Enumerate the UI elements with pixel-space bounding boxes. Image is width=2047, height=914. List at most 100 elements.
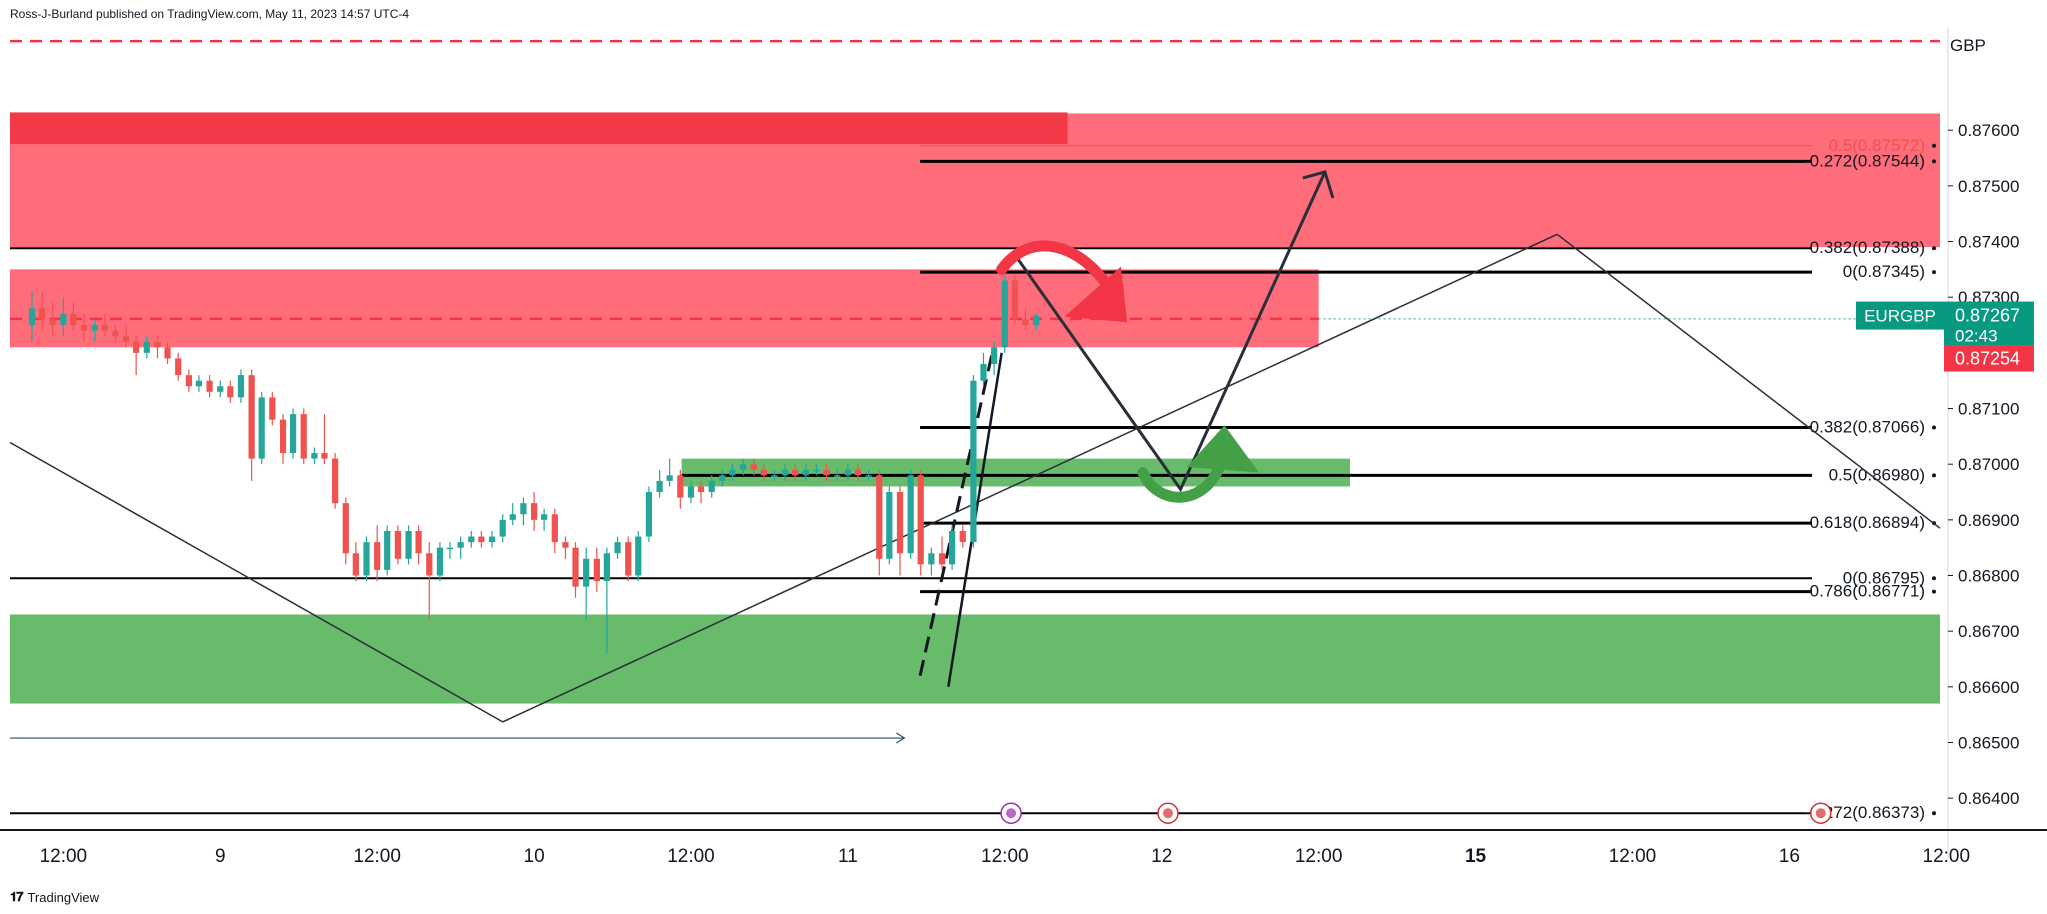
currency-label: GBP	[1950, 36, 1986, 55]
footer-brand-label: TradingView	[27, 889, 100, 905]
candle-body-77	[834, 475, 841, 477]
fib-dot-7	[1932, 576, 1936, 581]
candle-body-9	[123, 336, 130, 342]
candle-body-21	[248, 375, 255, 459]
fib-levels-layer: 0.5(0.87572)-0.272(0.87544) 0.382(0.87388…	[10, 136, 1936, 822]
candle-body-91	[980, 363, 987, 381]
candle-body-1	[38, 308, 46, 320]
candle-body-79	[854, 469, 862, 476]
candle-body-47	[520, 503, 527, 515]
bid-price-value: 0.87254	[1955, 349, 2020, 369]
fib-dot-1	[1932, 159, 1936, 164]
y-tick-1: 0.87500	[1958, 177, 2019, 196]
candle-body-16	[195, 380, 203, 387]
candle-body-46	[509, 514, 516, 520]
trendline-2	[1556, 233, 1941, 529]
candle-body-31	[352, 553, 359, 576]
candle-body-83	[896, 492, 904, 554]
fib-dot-4	[1932, 425, 1936, 430]
candle-body-67	[729, 469, 736, 476]
event-marker-dot-1	[1163, 808, 1173, 819]
fib-dot-5	[1932, 473, 1936, 478]
candle-body-60	[656, 480, 663, 493]
candle-body-51	[562, 542, 569, 548]
candle-body-54	[593, 558, 600, 582]
candle-body-10	[133, 341, 140, 353]
bid-price-badge	[1944, 345, 2034, 372]
candle-body-71	[771, 475, 778, 477]
projection-arrows-layer	[996, 170, 1335, 503]
fib-label-1: -0.272(0.87544)	[1804, 151, 1925, 170]
event-marker-dot-0	[1006, 808, 1017, 819]
countdown-value: 02:43	[1955, 327, 1998, 346]
x-tick-10: 12:00	[1609, 846, 1657, 867]
candle-body-24	[279, 419, 287, 454]
candle-body-66	[719, 475, 726, 481]
candle-body-36	[405, 530, 412, 559]
last-price-value: 0.87267	[1955, 306, 2020, 326]
candle-body-33	[374, 542, 381, 570]
footer-brand[interactable]: 𝟏𝟕 TradingView	[10, 889, 99, 905]
candle-body-29	[332, 458, 339, 504]
fib-label-9: -0.272(0.86373)	[1804, 803, 1925, 822]
candle-body-23	[269, 397, 276, 420]
candle-body-92	[991, 347, 998, 364]
y-tick-8: 0.86700	[1958, 622, 2019, 641]
upper-resistance-band	[10, 112, 1068, 145]
candle-body-22	[258, 397, 265, 459]
candle-body-19	[227, 386, 234, 398]
fib-label-3: 0(0.87345)	[1843, 262, 1925, 281]
candle-body-26	[300, 414, 307, 459]
candle-body-28	[321, 453, 328, 459]
candle-body-52	[572, 547, 579, 587]
candle-body-5	[80, 325, 88, 331]
lower-support-zone	[10, 614, 1940, 704]
candle-body-18	[217, 386, 224, 392]
x-tick-8: 12:00	[1295, 846, 1343, 867]
candle-body-96	[1033, 315, 1040, 326]
candle-body-42	[468, 536, 475, 543]
candle-body-93	[1001, 280, 1008, 348]
candle-body-15	[185, 375, 192, 387]
candle-body-43	[478, 536, 485, 543]
y-tick-6: 0.86900	[1958, 511, 2019, 530]
symbol-badge-label: EURGBP	[1864, 307, 1936, 326]
candle-body-59	[645, 492, 653, 537]
projection-path	[1016, 171, 1327, 493]
candle-body-62	[677, 475, 684, 498]
projection-arrow-head	[1302, 170, 1335, 199]
candle-body-68	[739, 464, 747, 470]
candle-body-81	[876, 475, 883, 559]
fib-label-8: 0.786(0.86771)	[1810, 582, 1925, 601]
symbol-badge	[1856, 301, 1944, 330]
candle-body-14	[175, 358, 182, 376]
candle-body-40	[446, 547, 454, 550]
candle-body-94	[1011, 280, 1018, 320]
candle-body-57	[625, 542, 632, 576]
x-tick-11: 16	[1779, 846, 1800, 867]
candle-body-38	[426, 553, 433, 576]
candle-body-25	[289, 414, 297, 454]
candle-body-76	[823, 469, 830, 476]
candle-body-85	[917, 475, 924, 565]
green-curved-arrow-head	[1186, 425, 1260, 473]
candle-body-74	[802, 469, 809, 476]
x-tick-12: 12:00	[1923, 846, 1971, 867]
candle-body-48	[530, 503, 538, 520]
candle-body-84	[907, 475, 914, 554]
candle-body-45	[499, 519, 506, 537]
candle-body-90	[970, 380, 977, 543]
candle-body-73	[792, 469, 799, 476]
trendline-1	[502, 233, 1558, 723]
candle-body-7	[101, 325, 108, 331]
candle-body-4	[70, 313, 77, 326]
fib-label-7: 0(0.86795)	[1843, 568, 1925, 587]
candle-body-69	[750, 464, 757, 470]
candle-body-86	[928, 553, 935, 565]
candle-body-82	[886, 492, 893, 559]
candle-body-87	[938, 553, 946, 565]
candle-body-95	[1022, 319, 1029, 326]
fib-label-4: 0.382(0.87066)	[1810, 417, 1925, 436]
candle-body-0	[28, 308, 36, 326]
